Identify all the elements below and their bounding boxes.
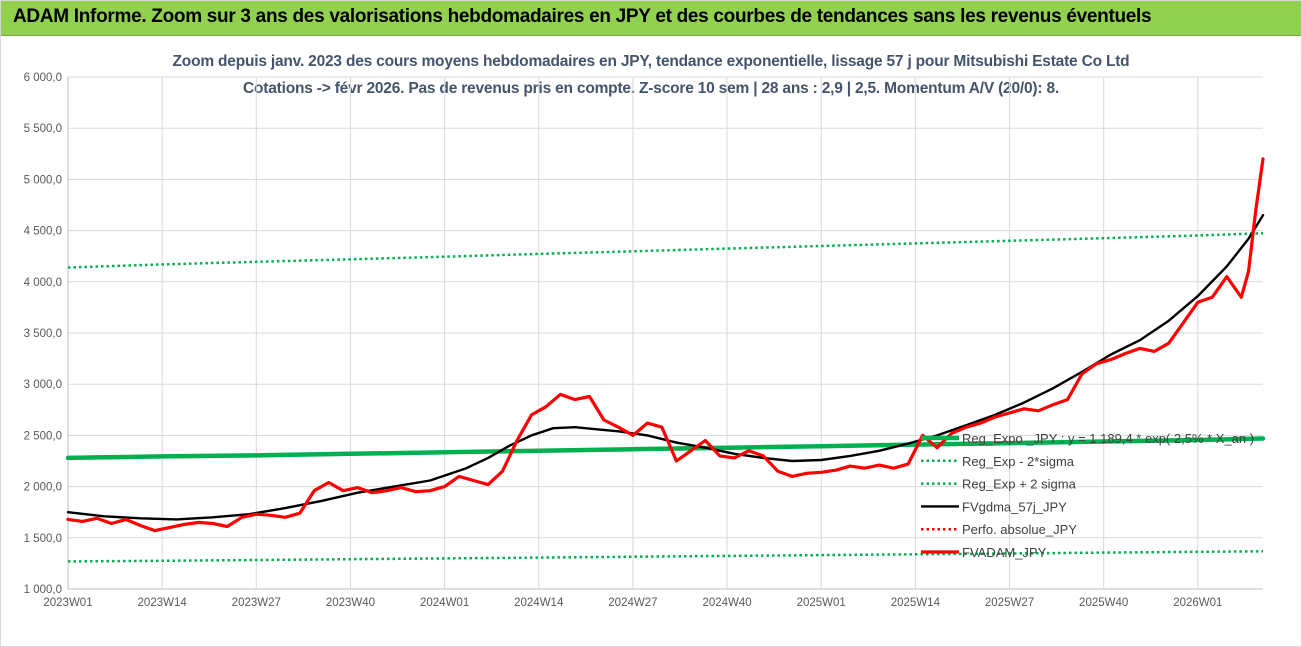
y-tick-label: 5 000,0 xyxy=(24,174,62,186)
chart-subtitle: Cotations -> févr 2026. Pas de revenus p… xyxy=(243,80,1059,97)
y-tick-label: 3 000,0 xyxy=(24,379,62,391)
y-tick-label: 1 500,0 xyxy=(24,533,62,545)
x-tick-label: 2024W40 xyxy=(702,597,751,609)
y-tick-label: 2 500,0 xyxy=(24,430,62,442)
legend-label: FVgdma_57j_JPY xyxy=(962,499,1067,514)
series-line xyxy=(67,231,1264,269)
y-axis: 1 000,0 1 500,0 2 000,0 2 500,0 3 000,0 3 500… xyxy=(24,72,69,596)
x-tick-label: 2023W27 xyxy=(232,597,281,609)
legend-label: FVADAM_JPY xyxy=(962,545,1047,560)
series-line xyxy=(67,550,1264,563)
series-group xyxy=(65,157,1266,563)
x-tick-label: 2025W40 xyxy=(1079,597,1128,609)
x-axis: 2023W01 2023W14 2023W27 2023W40 2024W01 2024W… xyxy=(43,588,1263,609)
x-tick-label: 2025W01 xyxy=(797,597,846,609)
x-tick-label: 2024W27 xyxy=(608,597,657,609)
legend-label: Perfo. absolue_JPY xyxy=(962,522,1077,537)
chart-title: Zoom depuis janv. 2023 des cours moyens … xyxy=(172,53,1130,70)
x-tick-label: 2025W27 xyxy=(985,597,1034,609)
gridlines xyxy=(67,76,1263,590)
legend-label: Reg_Expo _JPY : y = 1 189,4 * exp( 2,5% … xyxy=(962,431,1254,446)
y-tick-label: 1 000,0 xyxy=(24,584,62,596)
y-tick-label: 6 000,0 xyxy=(24,72,62,84)
legend-label: Reg_Exp + 2 sigma xyxy=(962,477,1077,492)
x-tick-label: 2023W14 xyxy=(138,597,188,609)
y-tick-label: 4 500,0 xyxy=(24,226,62,238)
x-tick-label: 2026W01 xyxy=(1173,597,1222,609)
x-tick-label: 2023W40 xyxy=(326,597,375,609)
legend: Reg_Expo _JPY : y = 1 189,4 * exp( 2,5% … xyxy=(921,431,1254,560)
y-tick-label: 3 500,0 xyxy=(24,328,62,340)
x-tick-label: 2024W14 xyxy=(514,597,564,609)
y-tick-label: 4 000,0 xyxy=(24,277,62,289)
legend-label: Reg_Exp - 2*sigma xyxy=(962,454,1075,469)
series-line xyxy=(66,213,1265,521)
series-line xyxy=(65,436,1266,461)
report-title: ADAM Informe. Zoom sur 3 ans des valoris… xyxy=(13,6,1152,27)
x-tick-label: 2023W01 xyxy=(43,597,92,609)
report-header: ADAM Informe. Zoom sur 3 ans des valoris… xyxy=(1,1,1301,36)
x-tick-label: 2025W14 xyxy=(891,597,941,609)
series-line xyxy=(66,157,1265,533)
x-tick-label: 2024W01 xyxy=(420,597,469,609)
y-tick-label: 5 500,0 xyxy=(24,123,62,135)
y-tick-label: 2 000,0 xyxy=(24,482,62,494)
